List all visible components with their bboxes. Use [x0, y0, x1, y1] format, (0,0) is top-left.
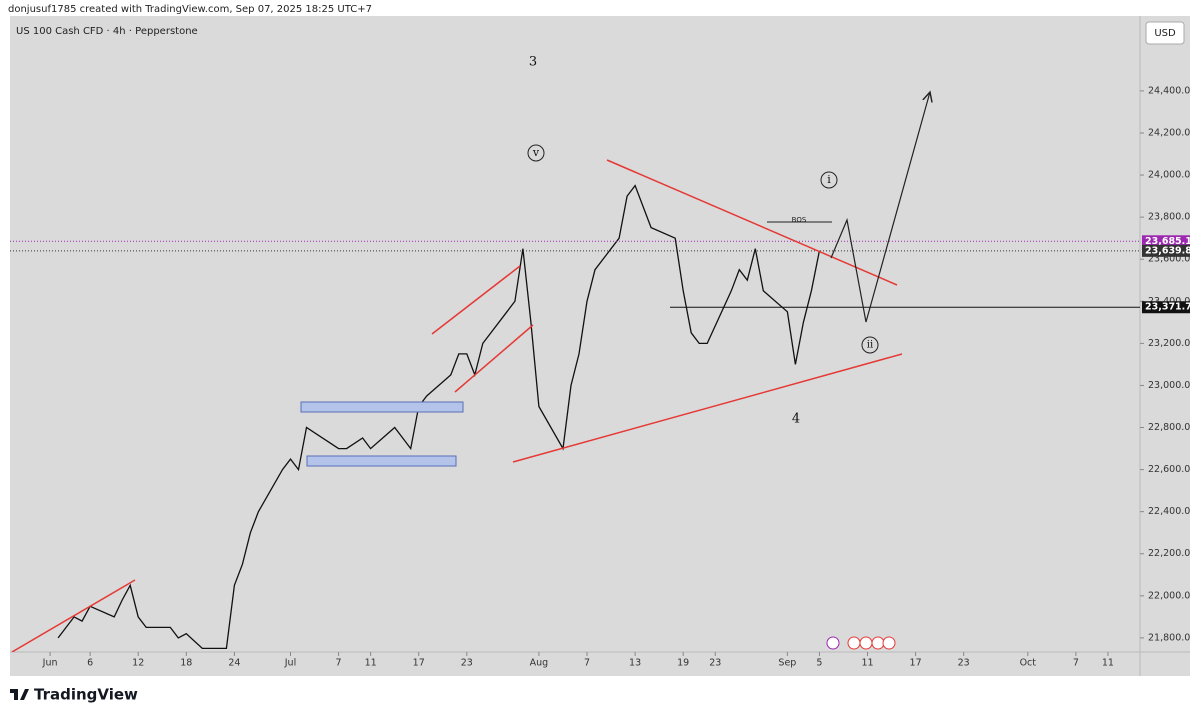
x-tick-label: Jun: [42, 658, 58, 669]
price-label: 23,685.1: [1145, 236, 1192, 247]
x-tick-label: 7: [336, 658, 342, 669]
y-tick-label: 22,000.0: [1148, 590, 1190, 601]
wave-label: i: [827, 173, 831, 186]
x-tick-label: 11: [365, 658, 377, 669]
wave-circle: [861, 336, 879, 354]
x-tick-label: 11: [1102, 658, 1114, 669]
currency[interactable]: USD: [1154, 28, 1176, 39]
x-tick-label: 13: [629, 658, 641, 669]
x-tick-label: 23: [958, 658, 970, 669]
price-label-box: [1142, 235, 1190, 248]
event-icon[interactable]: [847, 636, 861, 650]
x-tick-label: 6: [87, 658, 93, 669]
event-icon[interactable]: [859, 636, 873, 650]
chart-pane: [10, 16, 1190, 676]
wave-circle: [820, 171, 838, 189]
wave-circle: [527, 144, 545, 162]
y-tick-label: 22,800.0: [1148, 422, 1190, 433]
x-tick-label: 17: [413, 658, 425, 669]
x-tick-label: 19: [677, 658, 689, 669]
x-tick-label: 12: [132, 658, 144, 669]
y-tick-label: 23,200.0: [1148, 338, 1190, 349]
bos-label: BOS: [792, 216, 807, 224]
price-label: 23,639.8: [1145, 245, 1192, 256]
logo-mark: [10, 689, 29, 700]
x-tick-label: 23: [461, 658, 473, 669]
y-tick-label: 23,000.0: [1148, 380, 1190, 391]
trend-line: [606, 159, 898, 286]
y-tick-label: 24,400.0: [1148, 85, 1190, 96]
brand-name: TradingView: [34, 686, 138, 704]
y-tick-label: 22,400.0: [1148, 506, 1190, 517]
zone: [306, 455, 457, 467]
x-tick-label: Aug: [530, 658, 549, 669]
wave-label: v: [532, 146, 540, 159]
plot: [10, 184, 1140, 650]
trend-line: [454, 324, 534, 393]
event-icon[interactable]: [882, 636, 896, 650]
trend-line: [11, 579, 136, 652]
x-tick-label: Oct: [1020, 658, 1037, 669]
y-tick-label: 23,800.0: [1148, 212, 1190, 223]
price-line: [57, 184, 821, 650]
y-tick-label: 21,800.0: [1148, 632, 1190, 643]
x-tick-label: Sep: [778, 658, 796, 669]
price-label-box: [1142, 301, 1190, 314]
trend-line: [431, 265, 521, 335]
currency-box[interactable]: [1145, 21, 1185, 45]
drawings: [11, 92, 930, 652]
projection-path: [830, 92, 930, 323]
wave-label: ii: [867, 340, 873, 351]
y-tick-label: 24,200.0: [1148, 127, 1190, 138]
event-icon[interactable]: [871, 636, 885, 650]
y-tick-label: 24,000.0: [1148, 170, 1190, 181]
price-label-box: [1142, 244, 1190, 257]
y-tick-label: 23,600.0: [1148, 254, 1190, 265]
event-icons: [826, 636, 896, 650]
x-tick-label: 24: [228, 658, 240, 669]
x-tick-label: 17: [910, 658, 922, 669]
x-tick-label: Jul: [284, 658, 296, 669]
header: donjusuf1785 created with TradingView.co…: [8, 4, 372, 15]
x-tick-label: 11: [861, 658, 873, 669]
brand-logo: TradingView: [10, 686, 138, 704]
wave-label: 4: [792, 412, 800, 427]
x-tick-label: 7: [1073, 658, 1079, 669]
wave-label: 3: [529, 55, 537, 70]
event-icon[interactable]: [826, 636, 840, 650]
price-label: 23,371.7: [1145, 302, 1192, 313]
x-tick-label: 5: [816, 658, 822, 669]
symbol-title: US 100 Cash CFD · 4h · Pepperstone: [16, 26, 198, 37]
zone: [300, 401, 464, 413]
trend-line: [512, 353, 903, 463]
x-tick-label: 18: [180, 658, 192, 669]
y-tick-label: 22,600.0: [1148, 464, 1190, 475]
x-tick-label: 7: [584, 658, 590, 669]
x-tick-label: 23: [709, 658, 721, 669]
y-tick-label: 22,200.0: [1148, 548, 1190, 559]
